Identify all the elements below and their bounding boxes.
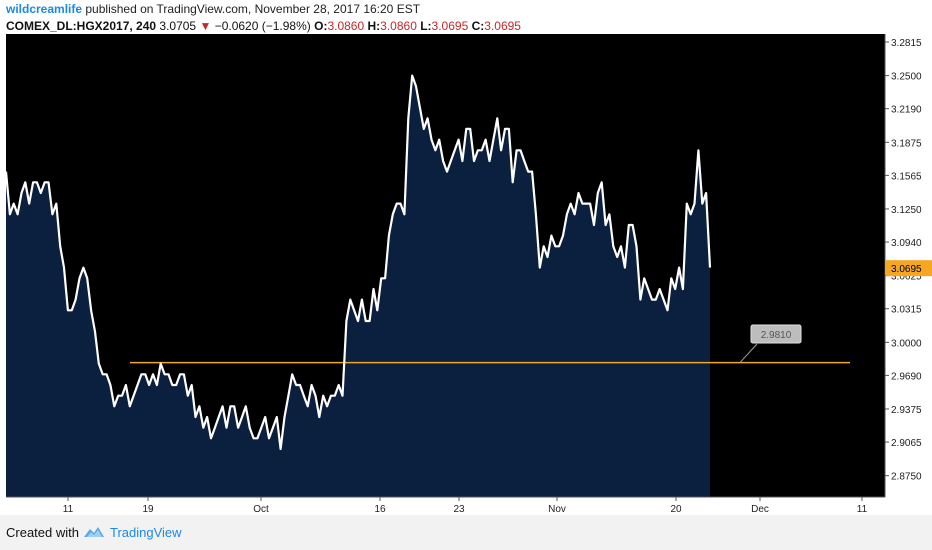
y-tick-label: 2.8750 [891,472,922,483]
last-price: 3.0705 [159,19,197,33]
chart-header: wildcreamlife published on TradingView.c… [0,0,932,34]
low-value: 3.0695 [431,19,469,33]
last-price-badge [886,260,932,277]
x-tick-label: 19 [142,504,154,515]
publish-line: wildcreamlife published on TradingView.c… [6,2,420,16]
level-callout-box[interactable] [750,324,802,344]
x-tick-label: 16 [374,504,386,515]
x-tick-label: 11 [63,504,74,515]
y-tick-label: 2.9375 [891,405,922,416]
y-tick-label: 3.1565 [891,171,922,182]
y-axis[interactable]: 3.2815 3.2500 3.2190 3.1875 3.1565 3.1250 3.09… [884,34,922,497]
x-tick-label: 23 [453,504,465,515]
y-tick-label: 3.2815 [891,38,922,49]
callout-pointer [739,343,758,363]
y-tick-label: 3.0000 [891,338,922,349]
level-callout-label: 2.9810 [761,330,792,341]
open-value: 3.0860 [327,19,365,33]
x-axis[interactable]: 11 19 Oct 16 23 Nov 20 Dec 11 [6,496,885,515]
footer: Created with TradingView [0,515,932,550]
symbol-label: COMEX_DL:HGX2017, 240 [6,19,157,33]
symbol-quote-line: COMEX_DL:HGX2017, 240 3.0705 ▼ −0.0620 (… [6,19,521,33]
last-price-badge-label: 3.0695 [891,264,922,275]
area-layer [6,75,710,497]
y-tick-label: 3.2500 [891,72,922,83]
tradingview-cloud-icon [84,527,104,537]
horizontal-line-layer[interactable]: 2.9810 [130,324,850,364]
price-line [4,74,712,451]
x-tick-label: Nov [548,504,566,515]
high-value: 3.0860 [380,19,417,33]
y-tick-label: 3.2190 [891,105,922,116]
y-tick-label: 2.9690 [891,371,922,382]
low-label: L: [420,19,432,33]
y-tick-label: 3.1250 [891,205,922,216]
created-with-label: Created with [6,525,79,540]
y-tick-label: 3.0315 [891,305,922,316]
y-tick-label: 3.0940 [891,238,922,249]
x-tick-label: Oct [253,504,269,515]
y-tick-label: 2.9065 [891,438,922,449]
open-label: O: [314,19,328,33]
high-label: H: [367,19,381,33]
x-tick-label: 20 [670,504,682,515]
y-tick-label: 3.0625 [891,272,922,283]
price-chart[interactable]: 2.9810 3.2815 3.2500 3.2190 3.1875 3.1565 3.1… [0,34,932,515]
price-area [6,75,710,497]
down-arrow-icon: ▼ [199,19,212,33]
x-tick-label: 11 [857,504,868,515]
tradingview-name: TradingView [110,524,182,540]
publish-info: published on TradingView.com, November 2… [85,2,421,16]
price-change: −0.0620 (−1.98%) [214,19,311,33]
close-value: 3.0695 [484,19,521,33]
price-line-layer [4,74,712,451]
x-tick-label: Dec [751,504,769,515]
y-tick-label: 3.1875 [891,138,922,149]
close-label: C: [471,19,485,33]
author-link[interactable]: wildcreamlife [6,2,83,16]
last-price-badge-layer: 3.0695 [886,260,932,277]
tradingview-brand[interactable]: TradingView [82,523,182,541]
